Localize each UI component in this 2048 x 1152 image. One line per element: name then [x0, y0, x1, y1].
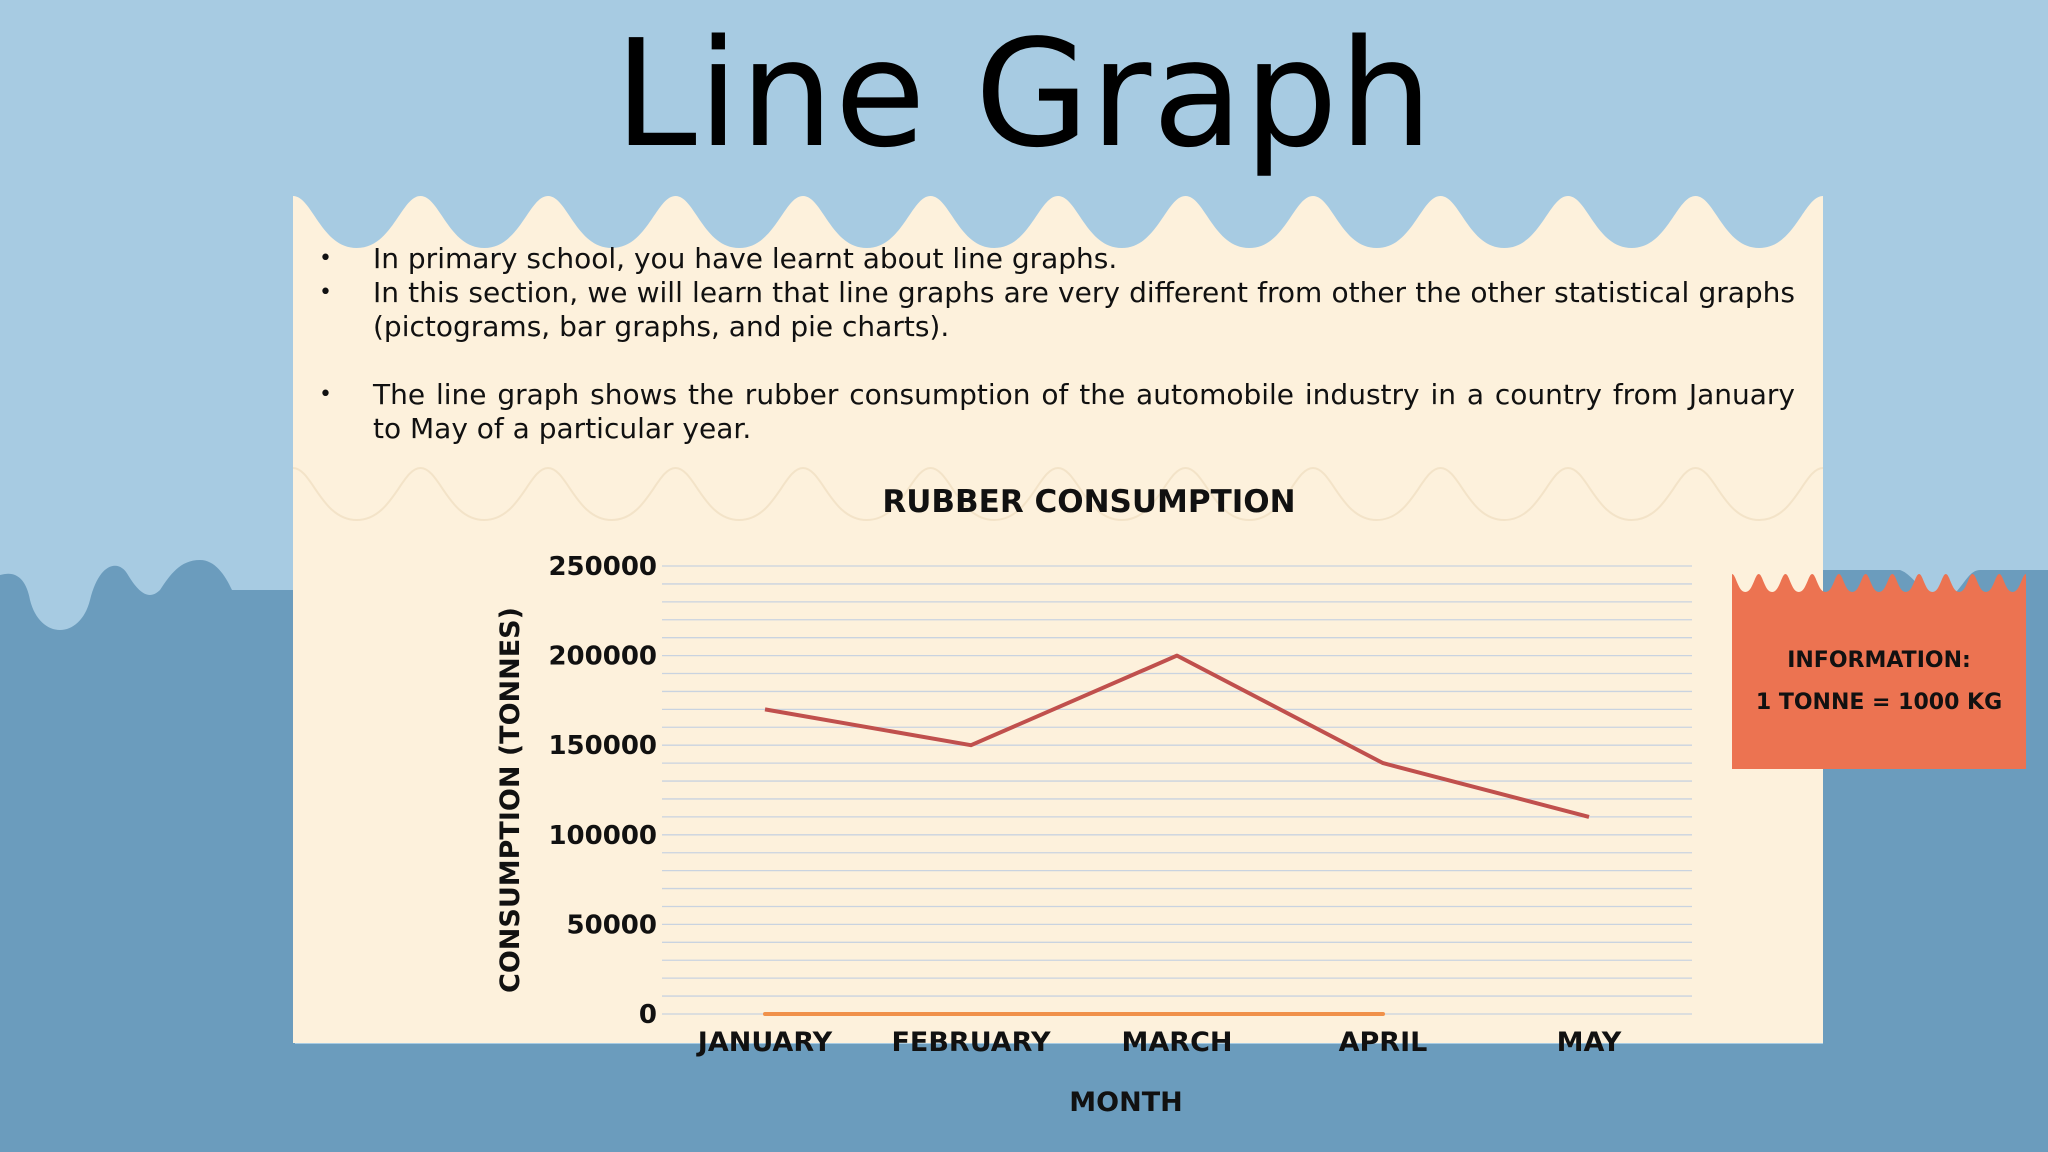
- x-tick-label: MARCH: [1122, 1027, 1233, 1058]
- series-line: [764, 653, 1590, 819]
- y-tick-label: 100000: [548, 821, 657, 851]
- y-tick-labels: 0 50000 100000 150000 200000 250000: [548, 552, 657, 1030]
- info-box: [1732, 574, 2026, 769]
- x-tick-label: MAY: [1557, 1027, 1622, 1058]
- x-tick-label: FEBRUARY: [891, 1027, 1051, 1058]
- chart-title: RUBBER CONSUMPTION: [882, 484, 1295, 520]
- y-tick-label: 0: [639, 1000, 657, 1030]
- info-box-text: INFORMATION: 1 TONNE = 1000 KG: [1732, 640, 2026, 724]
- x-axis-label: MONTH: [1069, 1087, 1182, 1118]
- info-heading: INFORMATION:: [1787, 648, 1971, 673]
- y-tick-label: 250000: [548, 552, 657, 582]
- y-axis-label: CONSUMPTION (TONNES): [495, 607, 526, 993]
- bullet-item: In primary school, you have learnt about…: [293, 242, 1795, 276]
- y-tick-label: 50000: [567, 910, 657, 940]
- chart-gridlines: [662, 565, 1692, 1015]
- bullet-item: The line graph shows the rubber consumpt…: [293, 378, 1795, 446]
- intro-notes: In primary school, you have learnt about…: [293, 242, 1795, 446]
- x-tick-label: JANUARY: [696, 1027, 833, 1058]
- x-tick-label: APRIL: [1339, 1027, 1428, 1058]
- info-detail: 1 TONNE = 1000 KG: [1755, 690, 2003, 715]
- line-chart: 0 50000 100000 150000 200000 250000 JANUARY FE…: [495, 484, 1692, 1118]
- bullet-item: In this section, we will learn that line…: [293, 276, 1795, 344]
- x-category-labels: JANUARY FEBRUARY MARCH APRIL MAY: [696, 1027, 1622, 1058]
- y-tick-label: 200000: [548, 642, 657, 672]
- paper-faint-scallop: [292, 466, 1824, 522]
- y-tick-label: 150000: [548, 731, 657, 761]
- slide-title: Line Graph: [614, 8, 1434, 180]
